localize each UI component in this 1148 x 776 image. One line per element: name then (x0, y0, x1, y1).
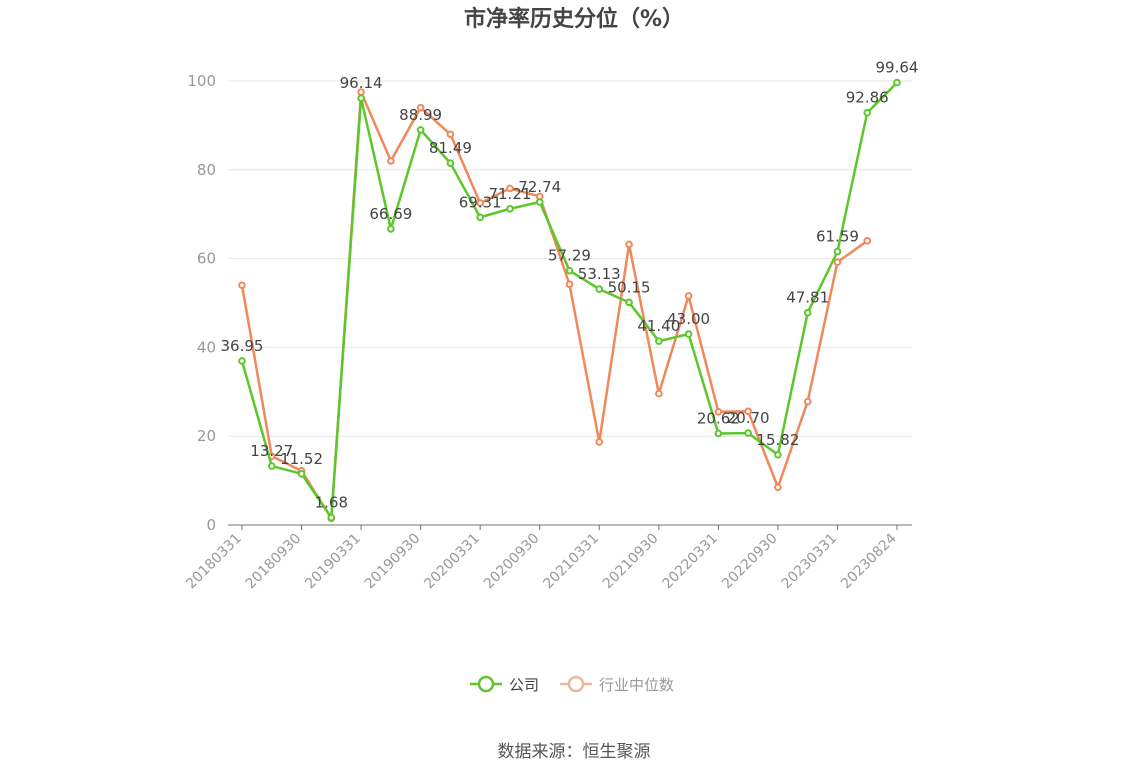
legend-marker (477, 675, 495, 693)
data-label: 53.13 (578, 265, 621, 283)
data-point (833, 258, 842, 266)
data-point (595, 285, 604, 293)
data-point (655, 389, 663, 398)
legend-label: 行业中位数 (599, 676, 674, 694)
data-point (803, 308, 812, 317)
data-point (238, 281, 246, 290)
data-point (625, 240, 633, 249)
legend-item-company[interactable]: 公司 (470, 675, 539, 694)
data-point (625, 298, 633, 307)
data-label: 72.74 (518, 178, 561, 196)
x-tick-label: 20220930 (719, 531, 781, 593)
y-tick-label: 60 (197, 250, 216, 268)
data-label: 20.62 (697, 409, 740, 427)
data-point (863, 237, 872, 245)
legend-label: 公司 (509, 676, 539, 694)
data-point (446, 159, 455, 167)
x-tick-label: 20230331 (779, 531, 841, 593)
grid (228, 80, 912, 437)
data-point (714, 429, 723, 438)
data-label: 66.69 (369, 205, 412, 223)
data-point (655, 337, 663, 345)
source-note: 数据来源：恒生聚源 (498, 742, 651, 762)
x-tick-label: 20200331 (421, 531, 483, 593)
y-tick-label: 40 (197, 338, 216, 356)
data-point (416, 103, 425, 112)
data-label: 81.49 (429, 139, 472, 157)
data-label: 96.14 (340, 74, 383, 92)
data-label: 71.21 (488, 185, 531, 203)
x-tick-label: 20210331 (540, 531, 602, 593)
data-point (327, 513, 336, 522)
x-tick-label: 20190331 (302, 531, 364, 593)
data-point (535, 198, 544, 206)
x-tick-label: 20220331 (659, 531, 721, 593)
data-point (506, 184, 514, 193)
data-label: 36.95 (221, 337, 264, 355)
x-tick-label: 20200930 (481, 531, 543, 593)
data-point (803, 397, 812, 406)
data-point (387, 157, 395, 165)
data-point (744, 429, 752, 437)
data-point (446, 130, 455, 139)
data-label: 61.59 (816, 228, 859, 246)
data-point (863, 108, 872, 117)
data-point (476, 213, 484, 222)
data-point (267, 462, 276, 470)
data-point (416, 126, 425, 134)
data-label: 47.81 (786, 289, 829, 307)
data-point (595, 438, 604, 446)
legend[interactable]: 公司 行业中位数 (470, 675, 674, 694)
data-label: 41.40 (637, 317, 680, 335)
data-point (714, 407, 723, 416)
data-label: 69.31 (459, 193, 502, 211)
series-layer (238, 78, 901, 523)
legend-marker (567, 675, 585, 693)
data-label: 57.29 (548, 247, 591, 265)
chart-title: 市净率历史分位（%） (464, 6, 684, 32)
x-tick-label: 20210930 (600, 531, 662, 593)
data-point (744, 407, 752, 416)
data-label: 50.15 (608, 278, 651, 296)
y-tick-label: 0 (206, 516, 216, 534)
data-point (565, 266, 574, 275)
y-tick-label: 100 (187, 72, 216, 90)
data-point (387, 225, 395, 233)
x-tick-label: 20180930 (243, 531, 305, 593)
data-point (565, 280, 574, 289)
data-label: 13.27 (250, 442, 293, 460)
x-tick-label: 20180331 (183, 531, 245, 593)
data-point (893, 78, 901, 87)
data-label: 11.52 (280, 450, 323, 468)
data-point (684, 330, 693, 338)
series-company (238, 78, 901, 522)
data-point (506, 205, 514, 213)
data-point (238, 357, 246, 365)
data-label: 92.86 (846, 89, 889, 107)
data-label: 88.99 (399, 106, 442, 124)
data-label: 43.00 (667, 310, 710, 328)
legend-item-industry-median[interactable]: 行业中位数 (560, 675, 674, 694)
data-point (774, 483, 782, 492)
data-label: 15.82 (756, 431, 799, 449)
x-tick-label: 20190930 (362, 531, 424, 593)
data-label: 20.70 (727, 409, 770, 427)
data-point (833, 247, 842, 256)
data-label: 1.68 (315, 494, 348, 512)
data-point (297, 470, 306, 478)
data-label: 99.64 (876, 59, 919, 77)
y-tick-label: 80 (197, 161, 216, 179)
x-tick-label: 20230824 (838, 530, 900, 592)
data-point (357, 94, 365, 102)
data-point (774, 450, 782, 459)
y-tick-label: 20 (197, 427, 216, 445)
data-point (476, 199, 484, 207)
data-point (684, 292, 693, 300)
